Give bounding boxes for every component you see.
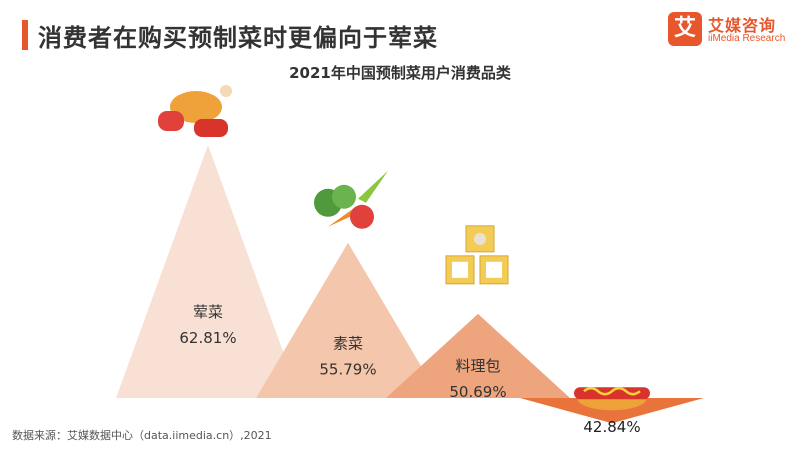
logo-mark: 艾 [668, 12, 702, 46]
mountain-bar [116, 145, 300, 398]
chart-title: 2021年中国预制菜用户消费品类 [289, 64, 511, 82]
roast-chicken-icon [158, 85, 232, 137]
value-label: 55.79% [319, 360, 376, 378]
category-label: 荤菜 [193, 303, 223, 321]
value-label: 62.81% [179, 329, 236, 347]
value-label: 42.84% [583, 418, 640, 436]
logo-name-en: iiMedia Research [708, 33, 786, 44]
data-source: 数据来源：艾媒数据中心（data.iimedia.cn）,2021 [12, 429, 272, 442]
page-title: 消费者在购买预制菜时更偏向于荤菜 [38, 24, 438, 52]
title-accent-bar [22, 20, 28, 50]
hotdog-icon [574, 386, 650, 411]
vegetables-icon [314, 170, 388, 229]
food-package-icon [445, 225, 509, 285]
category-label: 料理包 [455, 357, 500, 375]
mountain-bar [386, 313, 570, 398]
mountain-bar [520, 398, 704, 424]
category-label: 素菜 [333, 334, 363, 352]
value-label: 50.69% [449, 383, 506, 401]
brand-logo: 艾 艾媒咨询 iiMedia Research [668, 10, 788, 50]
logo-name-cn: 艾媒咨询 [708, 16, 777, 35]
mountain-bar [256, 242, 440, 398]
